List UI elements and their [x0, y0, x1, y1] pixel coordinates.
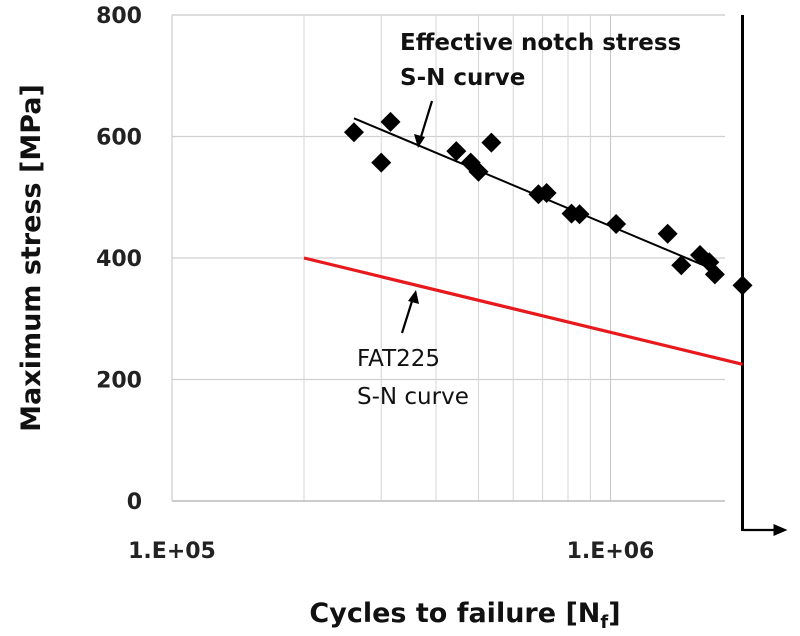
- annotation-fat225-line2: S-N curve: [357, 384, 469, 410]
- data-point: [704, 264, 725, 285]
- data-points: [343, 111, 753, 296]
- y-axis-title: Maximum stress [MPa]: [16, 84, 47, 432]
- y-tick-label: 200: [96, 369, 142, 394]
- data-point: [606, 213, 627, 234]
- data-point: [371, 152, 392, 173]
- annotation-effective-arrow: [414, 100, 434, 148]
- axes: [172, 15, 788, 536]
- data-point: [468, 161, 489, 182]
- y-tick-label: 0: [127, 490, 142, 515]
- data-point: [657, 223, 678, 244]
- data-point: [446, 141, 467, 162]
- annotation-fat225-line1: FAT225: [357, 346, 440, 372]
- data-point: [732, 275, 753, 296]
- data-point: [671, 255, 692, 276]
- curves: [303, 117, 743, 366]
- y-tick-label: 800: [96, 4, 142, 29]
- annotation-effective-line1: Effective notch stress: [400, 30, 681, 56]
- data-point: [569, 204, 590, 225]
- data-point: [343, 122, 364, 143]
- runout-arrow-head: [773, 524, 788, 536]
- annotation-fat225-arrow: [400, 290, 419, 334]
- x-tick-label: 1.E+05: [128, 539, 216, 564]
- tick-labels: 0 200 400 600 800 1.E+05 1.E+06: [96, 4, 654, 564]
- fat225-curve: [303, 256, 743, 366]
- y-tick-label: 600: [96, 126, 142, 151]
- y-tick-label: 400: [96, 247, 142, 272]
- x-tick-label: 1.E+06: [567, 539, 655, 564]
- data-point: [536, 182, 557, 203]
- grid: [171, 14, 725, 502]
- data-point: [380, 111, 401, 132]
- annotation-effective-line2: S-N curve: [400, 65, 525, 91]
- data-point: [481, 132, 502, 153]
- x-axis-title: Cycles to failure [Nf]: [309, 598, 620, 633]
